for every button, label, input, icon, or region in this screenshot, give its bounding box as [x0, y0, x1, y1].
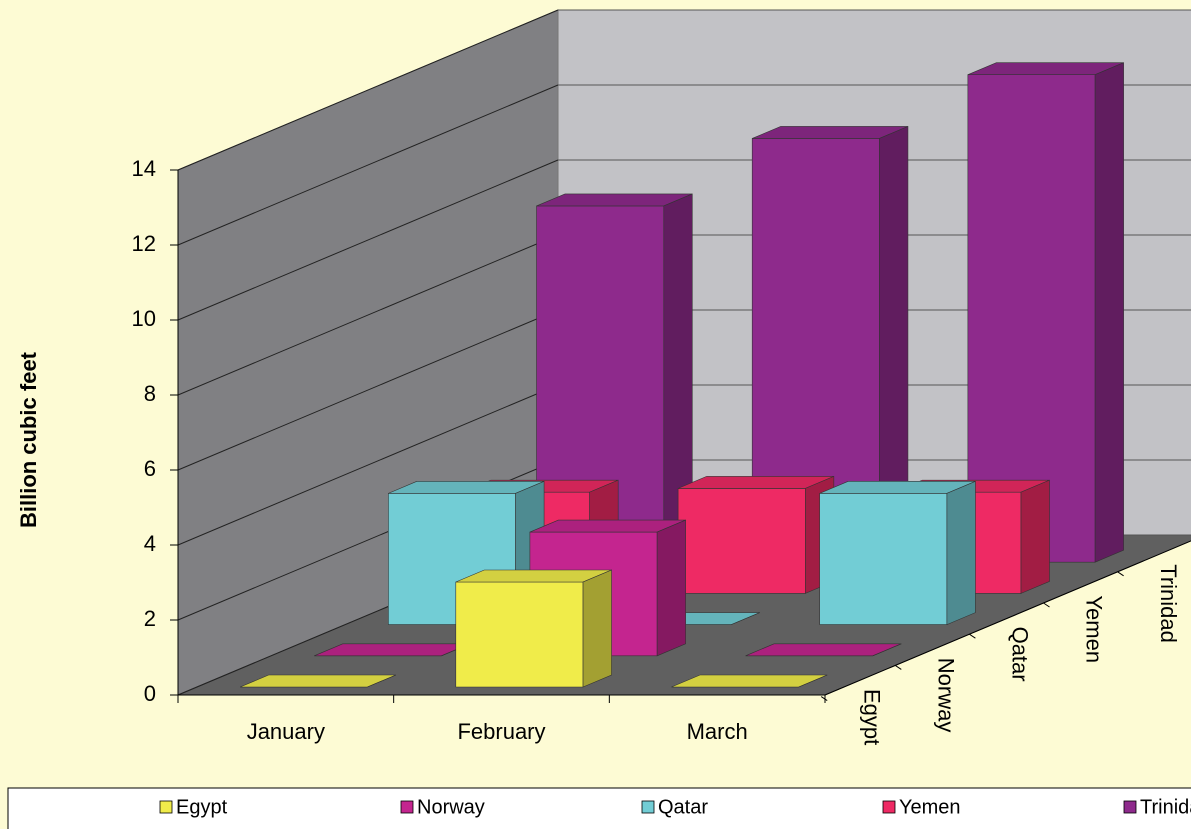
grid-line [177, 159, 559, 321]
bar-side [946, 480, 976, 626]
depth-tick-mark [969, 633, 976, 639]
bar-side [1094, 62, 1124, 563]
bar-side [656, 519, 686, 657]
x-tick-label: March [687, 719, 748, 744]
bar-side [872, 643, 902, 657]
depth-label: Trinidad [1156, 564, 1181, 643]
legend-label: Norway [417, 796, 485, 818]
depth-tick-mark [820, 696, 828, 702]
bar [967, 62, 1124, 563]
y-tick-label: 0 [144, 681, 156, 706]
legend-swatch [882, 800, 896, 814]
legend-label: Egypt [176, 796, 228, 818]
bar [677, 475, 835, 594]
grid-line [177, 234, 559, 396]
y-tick-label: 14 [132, 156, 156, 181]
bar-side [731, 612, 760, 625]
grid-line [177, 309, 559, 471]
bar [240, 674, 396, 688]
depth-tick-mark [1117, 571, 1124, 577]
y-tick-label: 12 [132, 231, 156, 256]
legend-swatch [641, 800, 655, 814]
bar [671, 674, 828, 688]
bar-front [819, 493, 948, 625]
y-tick-label: 6 [144, 456, 156, 481]
x-tick-label: February [457, 719, 545, 744]
x-tick-label: January [247, 719, 325, 744]
grid-line [177, 384, 559, 546]
legend-box [7, 787, 1191, 829]
legend-label: Qatar [658, 796, 708, 818]
bar [819, 480, 976, 626]
legend-swatch [159, 800, 173, 814]
legend-swatch [400, 800, 414, 814]
y-tick-label: 2 [144, 606, 156, 631]
legend-label: Trinidad [1140, 796, 1191, 818]
depth-tick-mark [1043, 602, 1050, 608]
bar-side [367, 674, 396, 688]
legend-label: Yemen [899, 796, 961, 818]
depth-label: Norway [934, 658, 959, 733]
depth-tick-mark [895, 664, 902, 670]
depth-label: Yemen [1082, 595, 1107, 663]
depth-axis [824, 540, 1191, 696]
bar-side [798, 674, 828, 688]
depth-label: Egypt [859, 689, 884, 745]
bar [536, 193, 693, 563]
y-tick-label: 10 [132, 306, 156, 331]
grid-line [177, 9, 559, 171]
bar-side [582, 569, 612, 688]
bar [745, 643, 902, 657]
bar-side [1020, 479, 1050, 594]
bar [314, 643, 471, 657]
bar [455, 569, 612, 688]
bar [751, 125, 909, 563]
y-tick-label: 8 [144, 381, 156, 406]
bar-front [677, 488, 806, 594]
legend-swatch [1123, 800, 1137, 814]
grid-line [177, 84, 559, 246]
bar-front [455, 581, 584, 688]
depth-label: Qatar [1008, 627, 1033, 682]
y-tick-label: 4 [144, 531, 156, 556]
y-axis-label: Billion cubic feet [16, 351, 41, 528]
